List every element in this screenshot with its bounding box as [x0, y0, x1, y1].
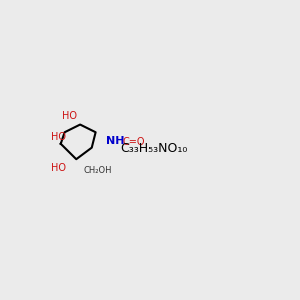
Text: HO: HO: [52, 132, 67, 142]
Text: C₃₃H₅₃NO₁₀: C₃₃H₅₃NO₁₀: [120, 142, 188, 154]
Text: CH₂OH: CH₂OH: [84, 166, 112, 175]
Text: HO: HO: [52, 163, 67, 173]
Text: C=O: C=O: [123, 137, 145, 147]
Text: NH: NH: [106, 136, 124, 146]
Text: HO: HO: [62, 111, 77, 121]
